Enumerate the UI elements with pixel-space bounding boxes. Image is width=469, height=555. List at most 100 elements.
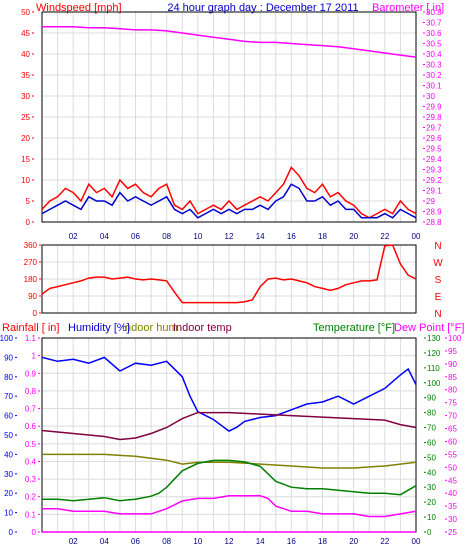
temperature-tick-label: 80 [427,409,436,418]
barometer-tick-label: 30.7 [426,19,442,28]
humidity-tick-label: 0 [9,528,14,537]
rainfall-tick-label: 0.1 [25,510,37,519]
windspeed-tick-label: 35 [21,71,30,80]
windspeed-average-line [41,183,417,219]
direction-tick-label: 90 [28,292,37,301]
direction-tick-label: 180 [24,275,38,284]
temperature-tick-label: 20 [427,498,436,507]
barometer-axis-title: Barometer [ in] [372,2,444,14]
barometer-tick-label: 30.6 [426,29,442,38]
windspeed-tick-label: 15 [21,155,30,164]
windspeed-axis-title: Windspeed [mph] [36,2,122,14]
barometer-tick-label: 29 [426,197,435,206]
humidity-line [41,356,417,432]
temperature-tick-label: 60 [427,438,436,447]
compass-label: S [435,275,442,286]
temperature-tick-label: 120 [427,349,441,358]
dewpoint-tick-label: 55 [448,450,457,459]
rainfall-tick-label: 0.3 [25,475,37,484]
indoor-temp-line [41,411,417,441]
dewpoint-tick-label: 75 [448,399,457,408]
x-tick-label: 22 [380,232,389,241]
dewpoint-tick-label: 45 [448,476,457,485]
humidity-tick-label: 70 [4,392,13,401]
x-tick-label: 12 [225,537,234,546]
barometer-tick-label: 29.4 [426,155,442,164]
dewpoint-tick-label: 60 [448,437,457,446]
x-tick-label: 06 [131,537,140,546]
barometer-tick-label: 30.5 [426,40,442,49]
direction-tick-label: 270 [24,258,38,267]
x-tick-label: 06 [131,232,140,241]
dewpoint-tick-label: 35 [448,502,457,511]
humidity-tick-label: 30 [4,470,13,479]
x-tick-label: 22 [380,537,389,546]
indoor-hum-line [42,453,417,469]
rainfall-tick-label: 0.9 [25,369,37,378]
dewpoint-tick-label: 85 [448,373,457,382]
compass-label: N [434,241,441,252]
dewpoint-tick-label: 95 [448,347,457,356]
barometer-tick-label: 29.9 [426,103,442,112]
x-tick-label: 16 [287,232,296,241]
temperature-tick-label: 30 [427,483,436,492]
indoor-temp-legend: Indoor temp [173,322,232,334]
temperature-tick-label: 110 [427,364,440,373]
rain-humidity-temperature-panel: 02 04 06 08 10 12 14 16 18 20 22 000102030405060708… [0,334,462,546]
rainfall-tick-label: 1.1 [25,334,37,343]
barometer-tick-label: 29.3 [426,166,442,175]
temperature-legend: Temperature [°F] [313,322,395,334]
x-tick-label: 20 [349,537,358,546]
windspeed-tick-label: 20 [21,134,30,143]
rainfall-tick-label: 0.8 [25,387,37,396]
x-tick-label: 10 [193,232,202,241]
humidity-legend: Humidity [%] [68,322,130,334]
windspeed-tick-label: 5 [26,197,31,206]
temperature-tick-label: 70 [427,424,436,433]
x-tick-label: 14 [256,537,265,546]
dewpoint-legend: Dew Point [°F] [394,322,464,334]
windspeed-tick-label: 30 [21,92,30,101]
bottom-panel-legend: Rainfall [ in] Humidity [%] Indoor hum I… [2,322,464,334]
compass-label: N [434,309,441,320]
dewpoint-tick-label: 50 [448,463,457,472]
barometer-tick-label: 29.6 [426,134,442,143]
temperature-tick-label: 50 [427,453,436,462]
x-tick-label: 00 [412,232,421,241]
temperature-tick-label: 10 [427,513,436,522]
compass-label: E [435,292,442,303]
x-tick-label: 18 [318,232,327,241]
humidity-tick-label: 40 [4,450,13,459]
temperature-tick-label: 130 [427,334,441,343]
graph-title: 24 hour graph day : December 17 2011 [167,2,358,14]
windspeed-tick-label: 25 [21,113,30,122]
barometer-tick-label: 30.8 [426,8,442,17]
dewpoint-tick-label: 80 [448,386,457,395]
humidity-tick-label: 100 [0,334,14,343]
barometer-tick-label: 30 [426,92,435,101]
dewpoint-line [42,495,417,518]
humidity-tick-label: 50 [4,431,13,440]
x-tick-label: 08 [162,232,171,241]
windspeed-tick-label: 10 [21,176,30,185]
barometer-tick-label: 29.8 [426,113,442,122]
barometer-tick-label: 28.8 [426,218,442,227]
temperature-tick-label: 40 [427,468,436,477]
direction-tick-label: 0 [33,309,38,318]
wind-barometer-panel: 02 04 06 08 10 12 14 16 18 20 22 000510152025303540… [21,8,442,241]
barometer-tick-label: 30.2 [426,71,442,80]
barometer-tick-label: 29.2 [426,176,442,185]
plot-frame [41,11,417,223]
barometer-tick-label: 29.7 [426,124,442,133]
humidity-tick-label: 10 [4,509,13,518]
windspeed-tick-label: 0 [26,218,31,227]
dewpoint-tick-label: 100 [448,334,462,343]
humidity-tick-label: 20 [4,489,13,498]
rainfall-tick-label: 0.2 [25,493,37,502]
barometer-tick-label: 30.4 [426,50,442,59]
rainfall-tick-label: 0.6 [25,422,37,431]
windspeed-tick-label: 45 [21,29,30,38]
barometer-tick-label: 29.1 [426,187,442,196]
rainfall-tick-label: 0.7 [25,405,37,414]
